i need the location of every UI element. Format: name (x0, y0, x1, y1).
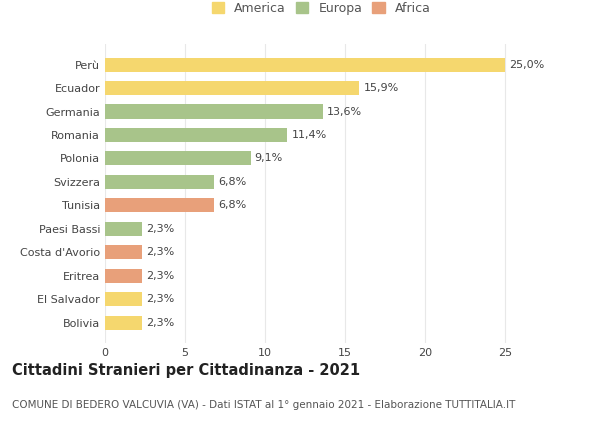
Bar (105, 245, 142, 259)
Text: 2,3%: 2,3% (146, 318, 174, 327)
Bar (105, 269, 142, 283)
Text: 9,1%: 9,1% (254, 154, 283, 163)
Text: 15,9%: 15,9% (364, 83, 398, 93)
Text: 2,3%: 2,3% (146, 294, 174, 304)
Bar (105, 222, 142, 236)
Text: 25,0%: 25,0% (509, 60, 544, 70)
Text: 6,8%: 6,8% (218, 200, 246, 210)
Text: 2,3%: 2,3% (146, 247, 174, 257)
Bar (105, 151, 251, 165)
Bar (105, 104, 323, 118)
Text: 13,6%: 13,6% (326, 106, 362, 117)
Legend: America, Europa, Africa: America, Europa, Africa (209, 0, 433, 18)
Bar (105, 58, 505, 72)
Text: 2,3%: 2,3% (146, 271, 174, 281)
Bar (105, 315, 142, 330)
Bar (105, 128, 287, 142)
Bar (105, 198, 214, 213)
Text: 6,8%: 6,8% (218, 177, 246, 187)
Text: 11,4%: 11,4% (292, 130, 326, 140)
Bar (105, 292, 142, 306)
Text: 2,3%: 2,3% (146, 224, 174, 234)
Text: Cittadini Stranieri per Cittadinanza - 2021: Cittadini Stranieri per Cittadinanza - 2… (12, 363, 360, 378)
Text: COMUNE DI BEDERO VALCUVIA (VA) - Dati ISTAT al 1° gennaio 2021 - Elaborazione TU: COMUNE DI BEDERO VALCUVIA (VA) - Dati IS… (12, 400, 515, 411)
Bar (105, 81, 359, 95)
Bar (105, 175, 214, 189)
